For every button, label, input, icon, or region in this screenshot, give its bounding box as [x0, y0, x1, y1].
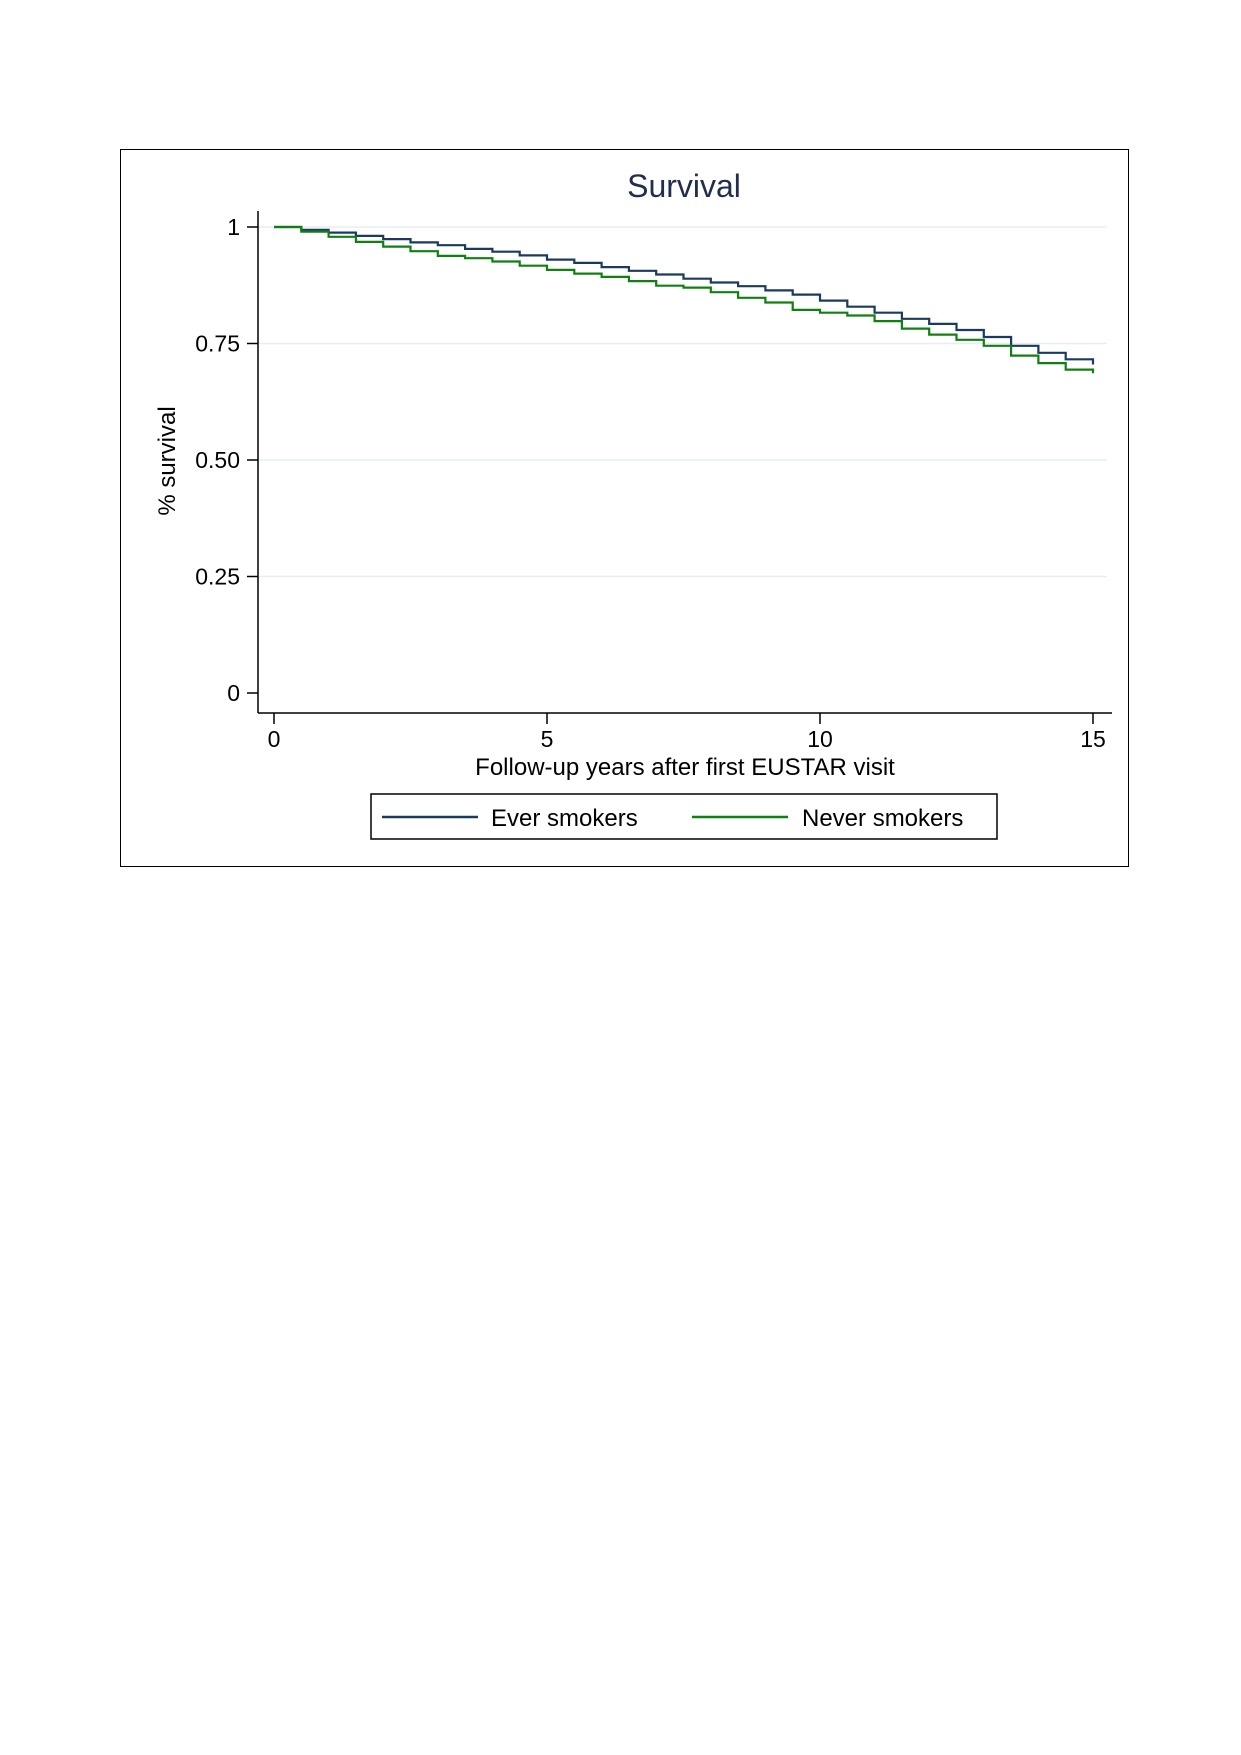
legend: Ever smokers Never smokers	[370, 793, 998, 840]
y-ticks: 0 0.25 0.50 0.75 1	[195, 214, 258, 706]
y-tick-label: 0.75	[195, 331, 240, 357]
series-line-ever-smokers	[274, 225, 1095, 365]
chart-title: Survival	[627, 168, 741, 204]
figure-frame: Survival 0 0.25 0.50 0.75 1 0 5 10 15 % surviva…	[120, 149, 1129, 867]
legend-label-never-smokers: Never smokers	[802, 805, 963, 832]
legend-label-ever-smokers: Ever smokers	[491, 805, 638, 832]
x-ticks: 0 5 10 15	[268, 713, 1106, 752]
x-axis-title: Follow-up years after first EUSTAR visit	[475, 754, 895, 781]
x-tick-label: 0	[268, 726, 281, 752]
x-tick-label: 10	[807, 726, 833, 752]
y-tick-label: 1	[227, 214, 240, 240]
y-tick-label: 0.50	[195, 447, 240, 473]
survival-chart: Survival 0 0.25 0.50 0.75 1 0 5 10 15 % surviva…	[154, 168, 1112, 840]
x-tick-label: 15	[1080, 726, 1106, 752]
y-tick-label: 0.25	[195, 564, 240, 590]
grid-lines	[258, 226, 1107, 578]
x-tick-label: 5	[541, 726, 554, 752]
series-lines	[274, 225, 1095, 374]
series-line-never-smokers	[274, 225, 1095, 374]
y-axis-title: % survival	[154, 406, 181, 515]
y-tick-label: 0	[227, 680, 240, 706]
